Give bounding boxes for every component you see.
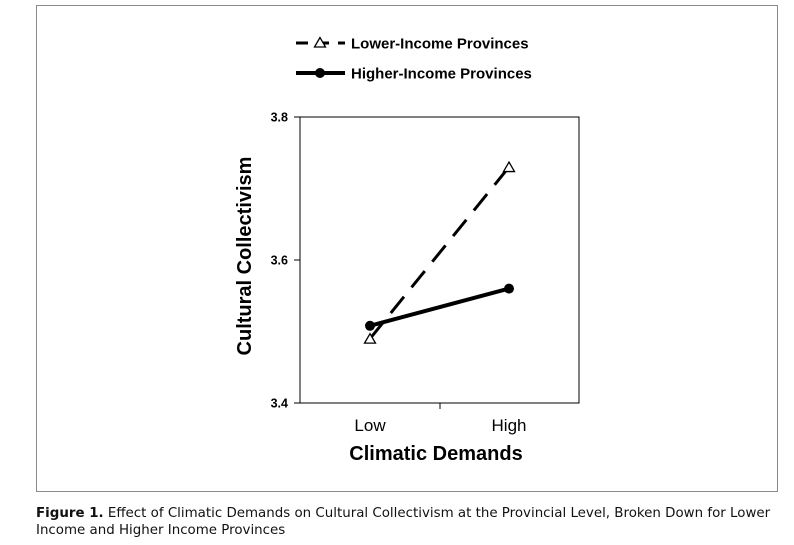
y-tick-label: 3.8: [271, 111, 288, 125]
legend-entry-lower-income: Lower-Income Provinces: [296, 36, 529, 53]
caption-text: Effect of Climatic Demands on Cultural C…: [36, 506, 771, 538]
legend-label-higher-income: Higher-Income Provinces: [351, 66, 532, 83]
legend: Lower-Income Provinces Higher-Income Pro…: [296, 36, 532, 83]
figure-frame: [36, 5, 778, 492]
y-axis-title: Cultural Collectivism: [234, 157, 256, 356]
series-layer: [363, 160, 516, 344]
caption-label: Figure 1.: [36, 506, 104, 521]
data-point-triangle: [502, 160, 516, 173]
y-tick-label: 3.6: [271, 254, 288, 268]
data-point-triangle: [363, 332, 377, 344]
data-point-circle: [365, 320, 375, 331]
legend-label-lower-income: Lower-Income Provinces: [351, 36, 529, 53]
figure-caption: Figure 1. Effect of Climatic Demands on …: [36, 505, 786, 539]
legend-circle-marker: [315, 68, 325, 78]
plot-area: [299, 116, 580, 404]
series-line-lower-income: [368, 166, 511, 340]
x-axis-title: Climatic Demands: [349, 443, 522, 465]
x-category-label: Low: [354, 416, 386, 435]
legend-triangle-marker: [313, 36, 327, 48]
y-tick-label: 3.4: [271, 397, 288, 411]
x-category-label: High: [492, 416, 527, 435]
chart: Lower-Income Provinces Higher-Income Pro…: [234, 36, 580, 465]
legend-entry-higher-income: Higher-Income Provinces: [296, 66, 532, 83]
series-line-higher-income: [369, 286, 510, 328]
data-point-circle: [504, 283, 514, 294]
